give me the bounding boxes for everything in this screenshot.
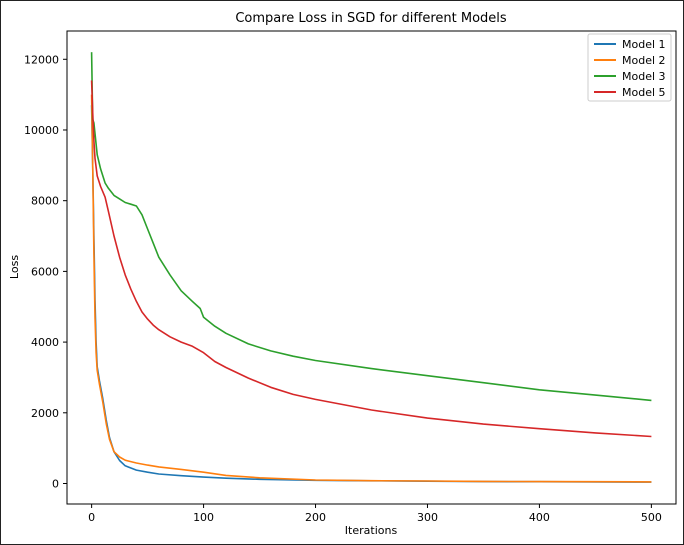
- legend-label-model-5: Model 5: [622, 86, 666, 99]
- series-lines: [90, 52, 652, 483]
- series-line-model-3: [90, 52, 652, 402]
- y-axis-label: Loss: [8, 255, 21, 279]
- series-line-model-5: [90, 80, 652, 438]
- y-tick-label: 6000: [31, 265, 59, 278]
- legend-box: [587, 33, 672, 102]
- plot-frame: [66, 30, 677, 505]
- x-tick-label: 500: [641, 511, 662, 524]
- legend: Model 1 Model 2 Model 3 Model 5: [587, 33, 672, 102]
- chart-title: Compare Loss in SGD for different Models: [235, 11, 507, 26]
- y-tick-label: 4000: [31, 336, 59, 349]
- y-tick-label: 2000: [31, 407, 59, 420]
- legend-label-model-1: Model 1: [622, 38, 666, 51]
- x-axis-label: Iterations: [345, 524, 398, 537]
- series-line-model-2: [90, 94, 652, 483]
- y-tick-label: 0: [52, 477, 59, 490]
- x-tick-label: 200: [305, 511, 326, 524]
- x-axis-ticks: 0 100 200 300 400 500: [88, 504, 662, 524]
- x-tick-label: 100: [193, 511, 214, 524]
- y-tick-label: 12000: [24, 53, 59, 66]
- y-axis-ticks: 0 2000 4000 6000 8000 10000 12000: [24, 53, 67, 490]
- x-tick-label: 400: [529, 511, 550, 524]
- x-tick-label: 0: [88, 511, 95, 524]
- legend-label-model-2: Model 2: [622, 54, 666, 67]
- y-tick-label: 10000: [24, 124, 59, 137]
- plot-area: 0 100 200 300 400 500 0 2000 4000 6000 8000 10000 1…: [24, 30, 677, 524]
- x-tick-label: 300: [417, 511, 438, 524]
- legend-label-model-3: Model 3: [622, 70, 666, 83]
- y-tick-label: 8000: [31, 195, 59, 208]
